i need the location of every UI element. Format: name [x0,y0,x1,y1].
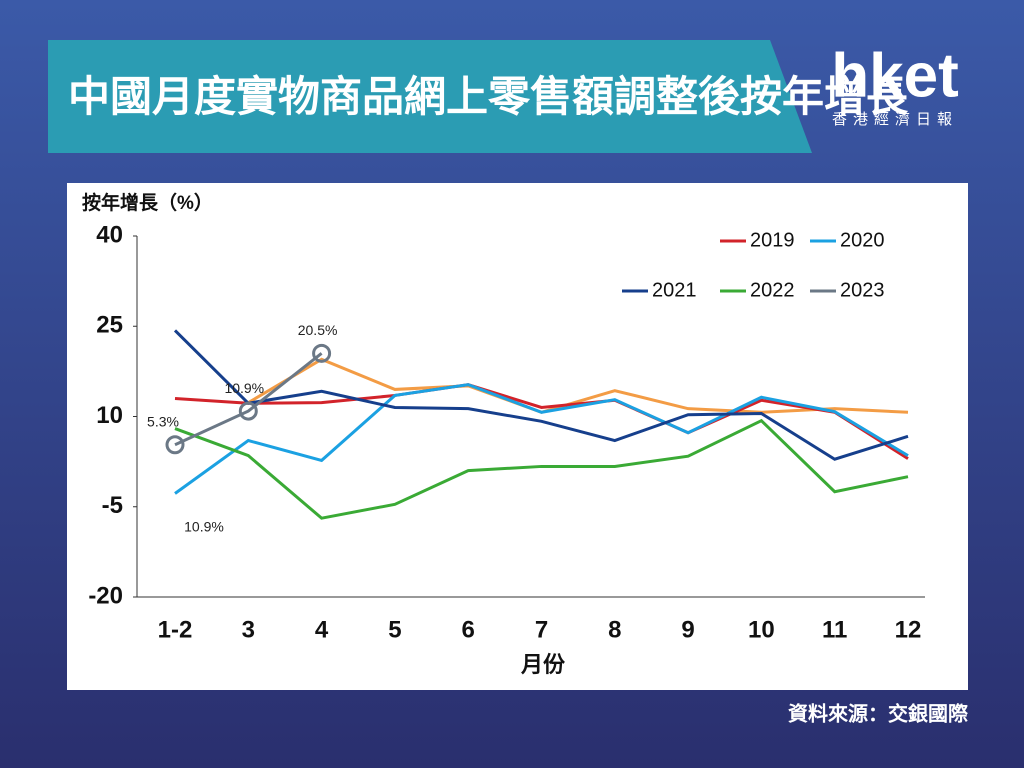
chart-panel [67,183,968,690]
point-marker [165,435,185,455]
x-tick-label: 9 [681,616,694,643]
line [174,383,909,495]
plot: -20 -5 10 25 40 1-2 3 4 5 6 7 8 9 10 11 12 2019 2020 2021 2… [88,221,925,643]
line [247,357,909,414]
legend-label: 2021 [652,279,697,301]
data-label: 10.9% [224,380,264,396]
x-tick-label: 5 [388,616,401,643]
annotation: 10.9% [184,519,224,535]
x-tick-label: 4 [315,616,329,643]
title: 中國月度實物商品網上零售額調整後按年增長 [68,73,909,120]
legend-label: 2020 [840,229,885,251]
y-tick-label: -5 [102,492,123,519]
logo-subtitle: 香港經濟日報 [832,111,958,128]
y-tick-label: 40 [96,221,123,248]
data-label: 20.5% [298,322,338,338]
logo: hket [831,41,958,110]
data-label: 5.3% [147,413,179,429]
x-axis-label: 月份 [520,652,566,677]
legend-label: 2019 [750,229,795,251]
y-axis-label: 按年增長（%） [82,191,213,214]
y-tick-label: 25 [96,312,123,339]
line [174,418,909,520]
legend-label: 2023 [840,279,885,301]
line [174,352,323,447]
line [173,329,909,461]
line [174,383,909,460]
legend-label: 2022 [750,279,795,301]
x-tick-label: 1-2 [158,616,193,643]
x-tick-label: 6 [462,616,475,643]
title-banner [48,40,812,153]
x-tick-label: 10 [748,616,775,643]
point-marker [238,401,258,421]
x-tick-label: 7 [535,616,548,643]
point-marker [312,343,332,363]
y-tick-label: -20 [88,582,123,609]
x-tick-label: 8 [608,616,621,643]
x-tick-label: 12 [895,616,922,643]
x-tick-label: 11 [822,616,847,643]
x-tick-label: 3 [242,616,255,643]
y-tick-label: 10 [96,402,123,429]
source: 資料來源：交銀國際 [788,701,969,725]
